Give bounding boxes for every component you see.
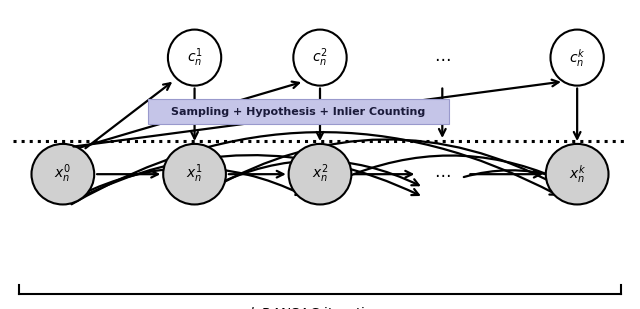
Text: $k$ RANSAC iterations: $k$ RANSAC iterations: [249, 306, 391, 309]
Text: Sampling + Hypothesis + Inlier Counting: Sampling + Hypothesis + Inlier Counting: [171, 107, 425, 117]
Ellipse shape: [163, 144, 226, 205]
Text: $x_n^k$: $x_n^k$: [568, 163, 586, 185]
Ellipse shape: [546, 144, 609, 205]
Ellipse shape: [293, 30, 347, 86]
Text: $c_n^k$: $c_n^k$: [569, 47, 585, 69]
Text: $c_n^2$: $c_n^2$: [312, 46, 328, 69]
Text: $\cdots$: $\cdots$: [434, 49, 451, 67]
Ellipse shape: [31, 144, 94, 205]
Ellipse shape: [550, 30, 604, 86]
FancyBboxPatch shape: [148, 99, 449, 124]
Text: $c_n^1$: $c_n^1$: [187, 46, 202, 69]
Ellipse shape: [289, 144, 351, 205]
Text: $\cdots$: $\cdots$: [434, 165, 451, 183]
Text: $x_n^2$: $x_n^2$: [312, 163, 328, 185]
Ellipse shape: [168, 30, 221, 86]
Text: $x_n^0$: $x_n^0$: [54, 163, 71, 185]
Text: $x_n^1$: $x_n^1$: [186, 163, 203, 185]
